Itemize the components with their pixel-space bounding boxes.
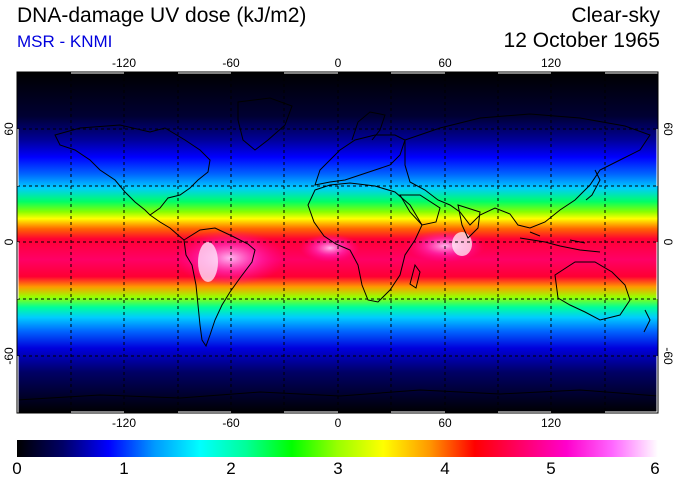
lat-tick-right-0: 0 [661,239,675,246]
lon-tick-top-60: 60 [438,56,452,70]
lon-tick-bottom-120: 120 [541,416,561,430]
coastline-scandinavia [351,111,386,141]
coastline-japan [585,169,601,201]
lon-tick-top-m120: -120 [112,56,136,70]
colorbar-label-1: 1 [119,459,129,478]
lon-tick-top-0: 0 [335,56,342,70]
sky-condition: Clear-sky [571,4,660,27]
coastline-central-america [149,214,185,241]
uv-dose-map: -120 -60 0 60 120 -120 -60 0 60 120 60 0… [2,56,675,430]
lat-tick-left-60: 60 [2,122,16,136]
coastline-india [457,204,481,239]
lon-tick-top-120: 120 [541,56,561,70]
lat-tick-right-60: 60 [661,122,675,136]
lon-tick-bottom-m120: -120 [112,416,136,430]
lat-tick-left-m60: -60 [2,347,16,365]
colorbar-label-4: 4 [440,459,450,478]
date-label: 12 October 1965 [503,29,660,52]
colorbar-label-2: 2 [226,459,236,478]
coastline-greenland [237,97,293,151]
graticule [17,72,658,413]
lon-tick-bottom-0: 0 [335,416,342,430]
colorbar-label-3: 3 [333,459,343,478]
coastline-asia [404,113,651,229]
lat-tick-left-0: 0 [2,238,16,245]
lon-tick-bottom-60: 60 [438,416,452,430]
coastline-australia [554,261,631,321]
coastline-antarctica [16,389,659,401]
hotspot-atlantic [300,234,360,262]
colorbar-label-6: 6 [650,459,660,478]
title: DNA-damage UV dose (kJ/m2) [17,4,307,27]
coastline-arabia [399,194,441,226]
colorbar [17,440,658,457]
hotspot-east-africa [452,232,472,256]
coastline-madagascar [409,263,421,289]
hotspot-andes [198,242,218,282]
coastline-africa [307,182,423,303]
lon-tick-bottom-m60: -60 [222,416,240,430]
hotspot-south-america [175,230,285,286]
colorbar-label-5: 5 [546,459,556,478]
colorbar-label-0: 0 [12,459,22,478]
coastline-south-america [183,227,256,348]
subtitle: MSR - KNMI [17,32,113,51]
lat-tick-right-m60: -60 [661,347,675,365]
lon-tick-top-m60: -60 [222,56,240,70]
coastline-new-zealand [643,309,651,333]
